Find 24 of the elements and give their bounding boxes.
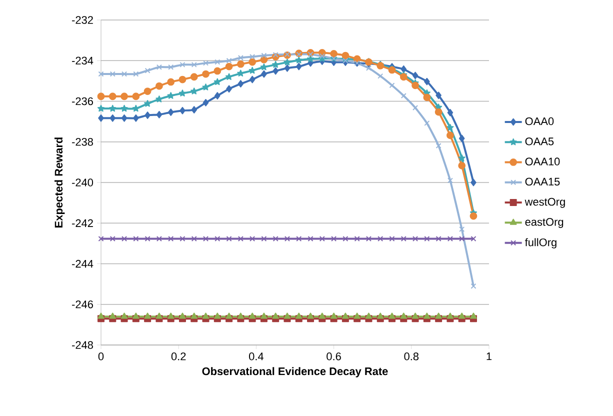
y-tick-label: -242 bbox=[72, 219, 93, 227]
y-tick-label: -238 bbox=[72, 138, 93, 146]
y-tick-label: -236 bbox=[72, 97, 93, 106]
x-tick-label: 0.8 bbox=[404, 352, 419, 360]
legend-label: westOrg bbox=[524, 198, 565, 208]
legend-label: OAA10 bbox=[525, 158, 560, 166]
legend-label: eastOrg bbox=[525, 218, 564, 228]
y-tick-label: -246 bbox=[72, 300, 93, 308]
legend-label: fullOrg bbox=[524, 238, 556, 248]
y-tick-label: -244 bbox=[72, 260, 94, 268]
y-tick-label: -240 bbox=[72, 178, 94, 186]
y-tick-label: -248 bbox=[72, 341, 93, 349]
legend-label: OAA0 bbox=[525, 117, 554, 126]
x-tick-label: 0.2 bbox=[171, 352, 186, 360]
x-tick-label: 0.4 bbox=[249, 352, 264, 360]
x-tick-label: 0.6 bbox=[326, 352, 341, 360]
x-tick-label: 1 bbox=[486, 352, 492, 360]
x-axis-title: Observational Evidence Decay Rate bbox=[202, 367, 388, 378]
y-tick-label: -232 bbox=[72, 16, 93, 24]
y-axis-title: Expected Reward bbox=[54, 138, 65, 228]
y-tick-label: -234 bbox=[72, 56, 94, 64]
x-tick-label: 0 bbox=[98, 352, 104, 360]
legend-label: OAA5 bbox=[525, 138, 554, 146]
legend-label: OAA15 bbox=[525, 178, 560, 186]
